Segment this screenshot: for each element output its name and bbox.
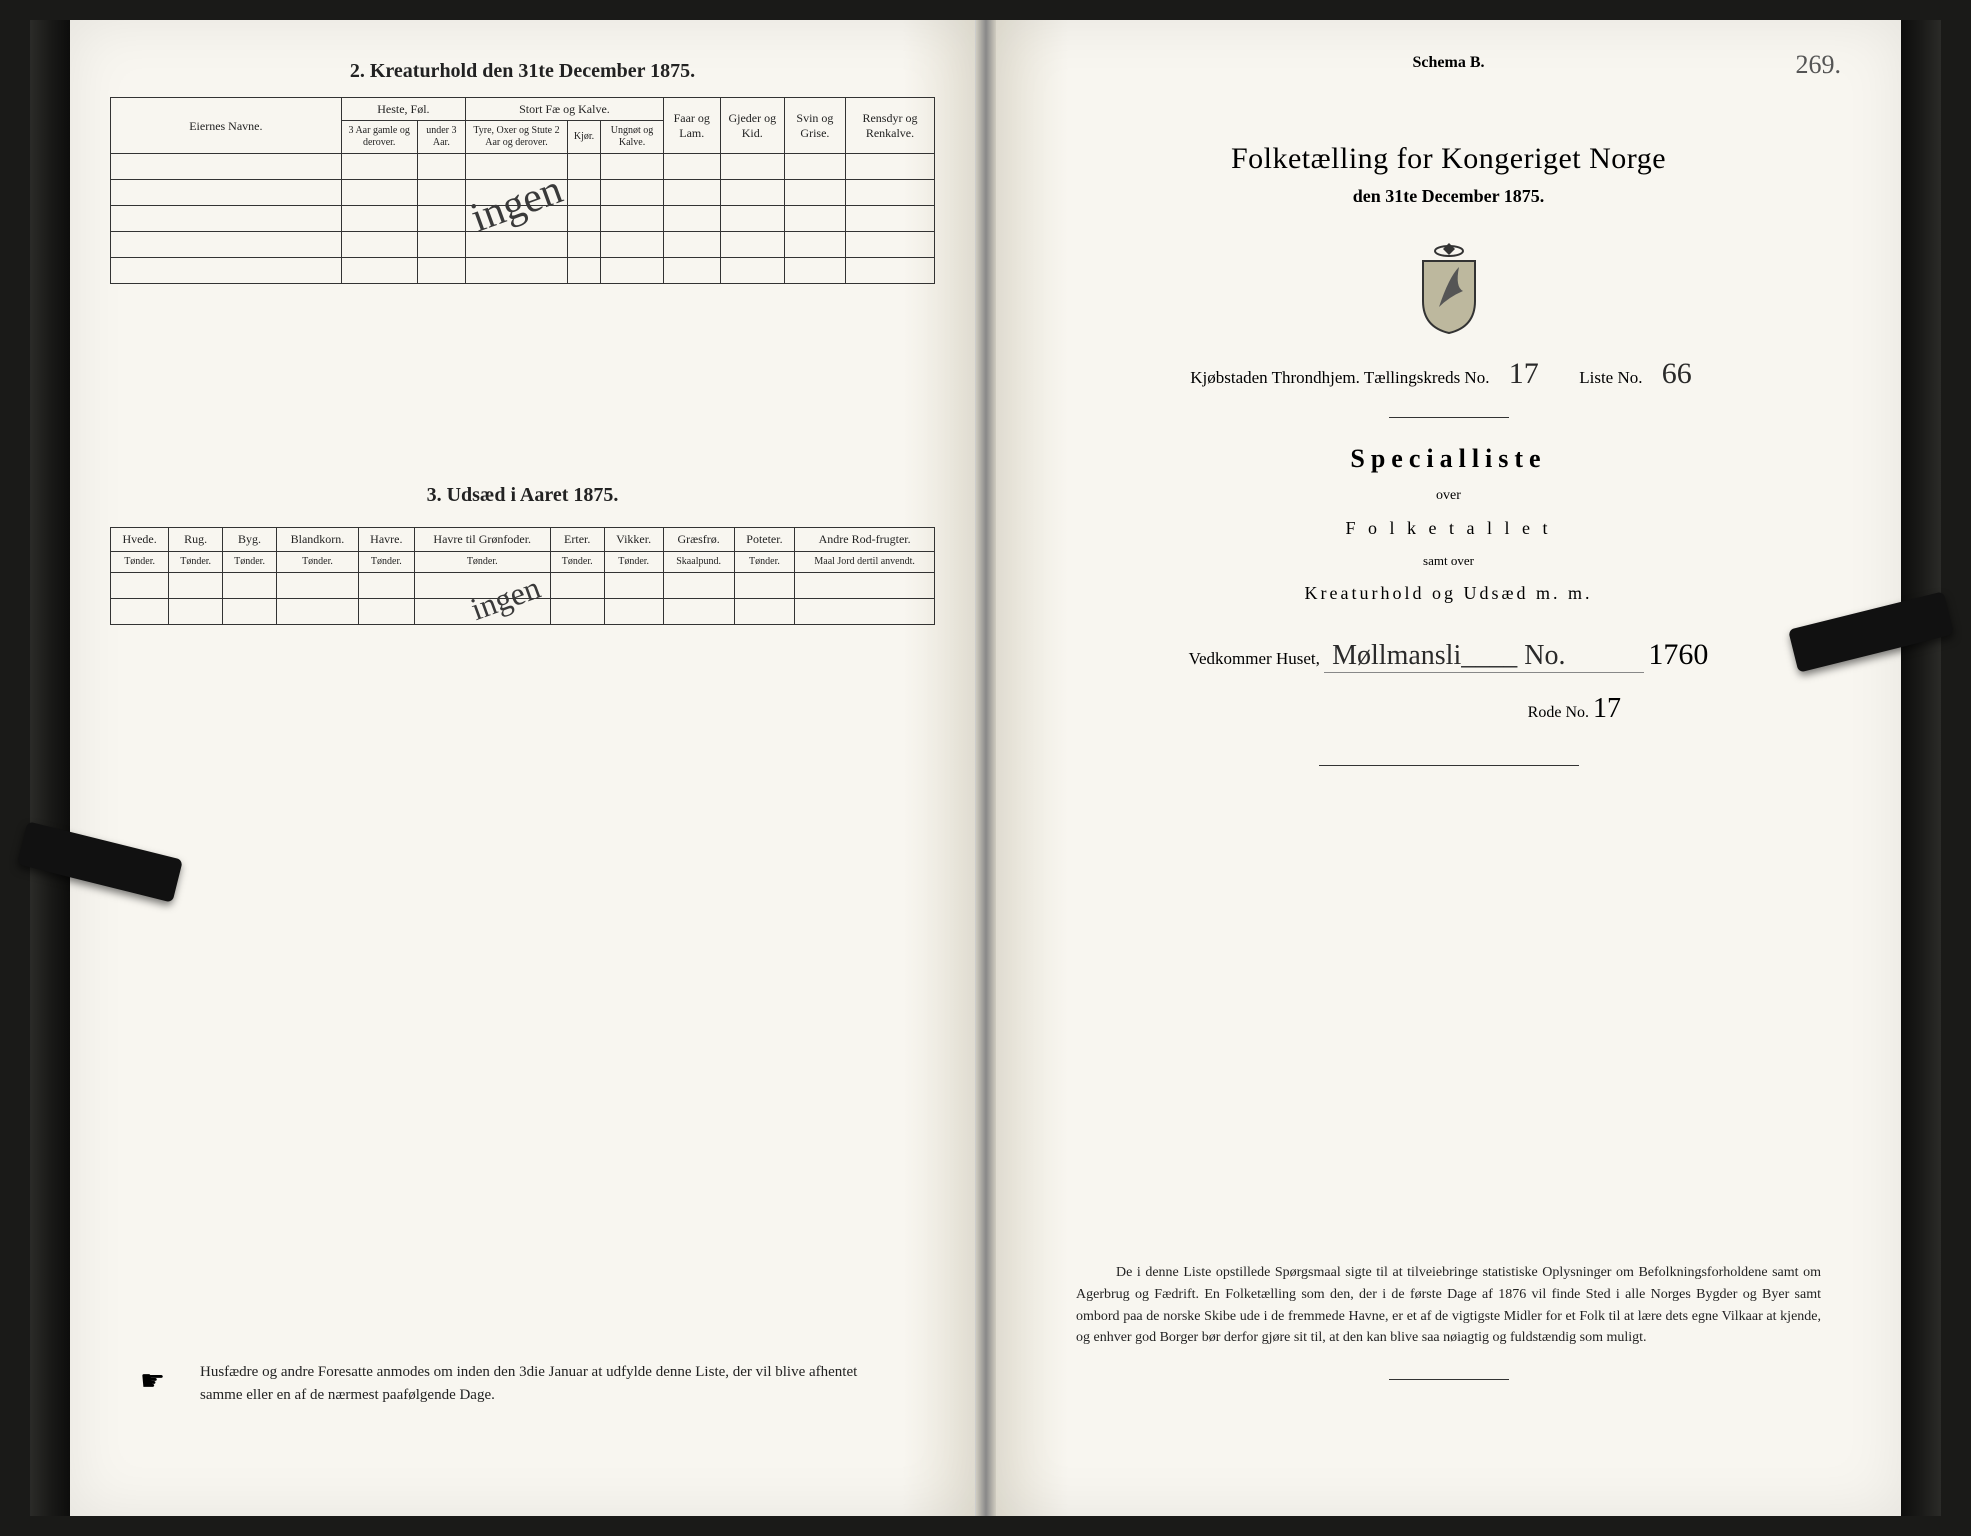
seed-col-unit: Tønder. bbox=[734, 551, 795, 572]
seed-table: Hvede.Rug.Byg.Blandkorn.Havre.Havre til … bbox=[110, 527, 935, 624]
book-gutter bbox=[976, 20, 996, 1516]
table-row bbox=[111, 206, 342, 232]
vedkommer-row: Vedkommer Huset, Møllmansli____ No. 1760 bbox=[1036, 638, 1861, 673]
pointing-hand-icon: ☛ bbox=[140, 1361, 165, 1403]
seed-col-header: Byg. bbox=[223, 528, 277, 551]
page-number-handwritten: 269. bbox=[1796, 50, 1842, 80]
seed-col-unit: Tønder. bbox=[111, 551, 169, 572]
sub-heste2: under 3 Aar. bbox=[417, 121, 465, 154]
table-row bbox=[111, 258, 342, 284]
seed-col-unit: Tønder. bbox=[358, 551, 414, 572]
seed-col-header: Erter. bbox=[550, 528, 604, 551]
section2-title: 2. Kreaturhold den 31te December 1875. bbox=[110, 60, 935, 83]
seed-col-header: Poteter. bbox=[734, 528, 795, 551]
coat-of-arms-icon bbox=[1409, 237, 1489, 337]
seed-col-header: Havre til Grønfoder. bbox=[414, 528, 550, 551]
right-paragraph: De i denne Liste opstillede Spørgsmaal s… bbox=[1076, 1262, 1821, 1406]
left-page: 2. Kreaturhold den 31te December 1875. E… bbox=[70, 20, 976, 1516]
divider bbox=[1389, 1379, 1509, 1380]
divider bbox=[1319, 765, 1579, 766]
schema-label: Schema B. bbox=[1036, 54, 1861, 72]
seed-col-unit: Tønder. bbox=[276, 551, 358, 572]
seed-col-header: Blandkorn. bbox=[276, 528, 358, 551]
rode-label: Rode No. bbox=[1528, 704, 1589, 721]
over-label: over bbox=[1036, 488, 1861, 504]
section3-title: 3. Udsæd i Aaret 1875. bbox=[110, 484, 935, 507]
specialliste-heading: Specialliste bbox=[1036, 444, 1861, 474]
census-title: Folketælling for Kongeriget Norge bbox=[1036, 142, 1861, 176]
divider bbox=[1389, 417, 1509, 418]
col-faar: Faar og Lam. bbox=[663, 98, 720, 154]
table-row bbox=[111, 180, 342, 206]
rode-no-hand: 17 bbox=[1593, 693, 1621, 724]
seed-col-header: Græsfrø. bbox=[663, 528, 734, 551]
col-eiernes: Eiernes Navne. bbox=[111, 98, 342, 154]
seed-col-unit: Tønder. bbox=[550, 551, 604, 572]
kjobstaden-label: Kjøbstaden Throndhjem. Tællingskreds No. bbox=[1190, 368, 1489, 387]
samtover-label: samt over bbox=[1036, 553, 1861, 569]
table-row bbox=[111, 154, 342, 180]
sub-stort1: Tyre, Oxer og Stute 2 Aar og derover. bbox=[466, 121, 568, 154]
book-spine-right bbox=[1901, 20, 1941, 1516]
seed-col-unit: Tønder. bbox=[414, 551, 550, 572]
open-book: 2. Kreaturhold den 31te December 1875. E… bbox=[30, 20, 1941, 1516]
seed-col-header: Havre. bbox=[358, 528, 414, 551]
seed-col-header: Rug. bbox=[169, 528, 223, 551]
liste-no-hand: 66 bbox=[1647, 357, 1707, 391]
rode-row: Rode No. 17 bbox=[1036, 693, 1861, 725]
table-row bbox=[111, 598, 169, 624]
paragraph-text: De i denne Liste opstillede Spørgsmaal s… bbox=[1076, 1265, 1821, 1345]
seed-col-unit: Tønder. bbox=[169, 551, 223, 572]
table-row bbox=[111, 572, 169, 598]
col-rensdyr: Rensdyr og Renkalve. bbox=[845, 98, 934, 154]
kreds-line: Kjøbstaden Throndhjem. Tællingskreds No.… bbox=[1036, 357, 1861, 391]
livestock-table: Eiernes Navne. Heste, Føl. Stort Fæ og K… bbox=[110, 97, 935, 284]
census-date: den 31te December 1875. bbox=[1036, 186, 1861, 207]
left-footnote: ☛ Husfædre og andre Foresatte anmodes om… bbox=[200, 1361, 895, 1406]
liste-label: Liste No. bbox=[1579, 368, 1642, 387]
col-svin: Svin og Grise. bbox=[784, 98, 845, 154]
table-row bbox=[111, 232, 342, 258]
seed-col-header: Vikker. bbox=[604, 528, 663, 551]
seed-col-header: Hvede. bbox=[111, 528, 169, 551]
matr-no-hand: 1760 bbox=[1648, 638, 1708, 671]
seed-col-unit: Tønder. bbox=[223, 551, 277, 572]
kreds-no-hand: 17 bbox=[1494, 357, 1554, 391]
col-group-stort: Stort Fæ og Kalve. bbox=[466, 98, 664, 121]
sub-stort2: Kjør. bbox=[567, 121, 600, 154]
col-group-heste: Heste, Føl. bbox=[341, 98, 465, 121]
seed-col-unit: Skaalpund. bbox=[663, 551, 734, 572]
sub-stort3: Ungnøt og Kalve. bbox=[601, 121, 664, 154]
vedkommer-label: Vedkommer Huset, bbox=[1189, 649, 1320, 668]
kreaturhold-label: Kreaturhold og Udsæd m. m. bbox=[1036, 583, 1861, 604]
footnote-text: Husfædre og andre Foresatte anmodes om i… bbox=[200, 1364, 857, 1403]
sub-heste1: 3 Aar gamle og derover. bbox=[341, 121, 417, 154]
seed-col-unit: Maal Jord dertil anvendt. bbox=[795, 551, 935, 572]
seed-col-unit: Tønder. bbox=[604, 551, 663, 572]
vedkommer-hand: Møllmansli____ No. bbox=[1324, 640, 1644, 673]
col-gjeder: Gjeder og Kid. bbox=[720, 98, 784, 154]
right-page: Schema B. 269. Folketælling for Kongerig… bbox=[996, 20, 1901, 1516]
folketallet-label: F o l k e t a l l e t bbox=[1036, 518, 1861, 539]
seed-col-header: Andre Rod-frugter. bbox=[795, 528, 935, 551]
book-spine-left bbox=[30, 20, 70, 1516]
